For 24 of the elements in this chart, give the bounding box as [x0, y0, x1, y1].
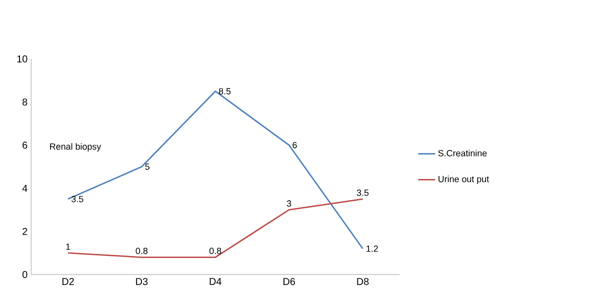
- data-label: 0.8: [136, 248, 148, 254]
- y-tick-label: 6: [22, 142, 28, 149]
- data-label: 0.8: [209, 248, 222, 254]
- x-tick-label: D3: [136, 278, 148, 286]
- data-label: 5: [145, 164, 150, 170]
- x-tick-label: D4: [210, 278, 222, 286]
- data-label: 3: [286, 200, 292, 207]
- legend-label: Urine out put: [438, 176, 490, 184]
- annotation: Renal biopsy: [50, 143, 102, 152]
- x-tick-label: D2: [62, 278, 74, 286]
- legend-label: S.Creatinine: [438, 150, 487, 157]
- x-tick-label: D8: [357, 278, 369, 286]
- y-tick-label: 0: [22, 271, 28, 278]
- y-tick-label: 8: [22, 98, 28, 106]
- data-label: 3.5: [356, 190, 369, 196]
- x-tick-label: D6: [283, 278, 295, 286]
- y-tick-label: 4: [22, 185, 28, 192]
- data-label: 1: [66, 244, 70, 250]
- data-label: 1.2: [366, 246, 378, 252]
- data-label: 8.5: [218, 88, 231, 95]
- data-label: 3.5: [72, 196, 84, 202]
- y-tick-label: 10: [17, 56, 28, 63]
- data-label: 6: [292, 142, 297, 148]
- y-tick-label: 2: [22, 228, 28, 236]
